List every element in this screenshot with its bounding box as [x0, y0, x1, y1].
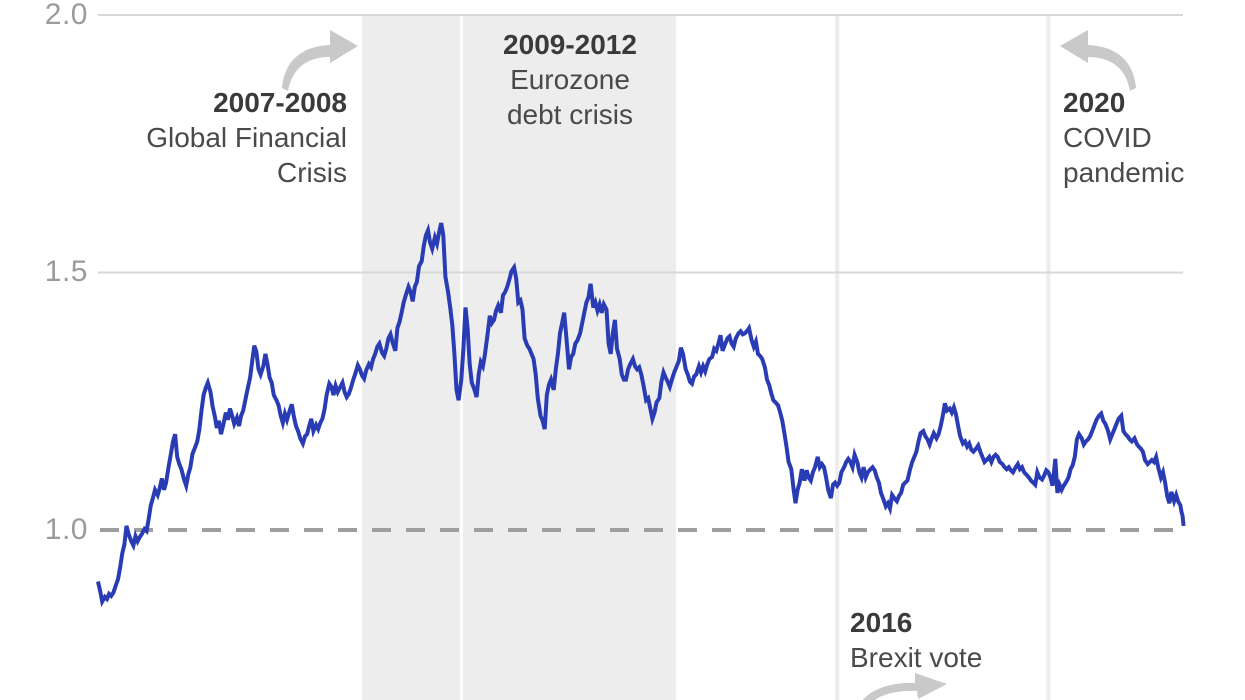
curved-arrow-left-icon	[1060, 30, 1136, 91]
annotation-gfc-years: 2007-2008	[213, 87, 347, 118]
y-axis-tick-1.5: 1.5	[44, 255, 88, 288]
crisis-band-2007-2008	[362, 15, 461, 700]
curved-arrow-right-icon	[282, 30, 358, 91]
annotation-euro-line2: debt crisis	[506, 99, 634, 130]
curved-arrow-brexit-icon	[862, 673, 947, 700]
event-line-2016	[835, 15, 840, 700]
annotation-euro-line1: Eurozone	[510, 64, 630, 95]
annotation-brexit-vote: 2016 Brexit vote	[850, 605, 1050, 675]
annotation-covid-pandemic: 2020 COVID pandemic	[1063, 85, 1245, 190]
annotation-global-financial-crisis: 2007-2008 Global Financial Crisis	[77, 85, 347, 190]
annotation-euro-years: 2009-2012	[503, 29, 637, 60]
event-line-2020	[1046, 15, 1051, 700]
annotation-eurozone-debt-crisis: 2009-2012 Eurozone debt crisis	[460, 27, 680, 132]
annotation-brexit-year: 2016	[850, 607, 913, 638]
exchange-rate-line	[96, 222, 1186, 608]
annotation-brexit-line1: Brexit vote	[850, 642, 983, 673]
annotation-gfc-line2: Crisis	[277, 157, 347, 188]
annotation-gfc-line1: Global Financial	[146, 122, 347, 153]
annotation-covid-line2: pandemic	[1063, 157, 1185, 188]
annotation-covid-line1: COVID	[1063, 122, 1152, 153]
y-axis-tick-2.0: 2.0	[44, 0, 88, 31]
annotation-covid-year: 2020	[1063, 87, 1126, 118]
y-axis-tick-1.0: 1.0	[44, 513, 88, 546]
